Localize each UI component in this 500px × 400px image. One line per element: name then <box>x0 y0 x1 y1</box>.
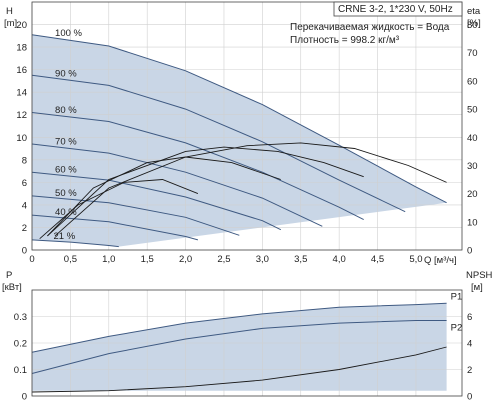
x-tick-label: 2,5 <box>217 254 230 265</box>
y-tick-label: 14 <box>16 88 27 99</box>
top-plot-frame <box>31 1 463 251</box>
model-label-box <box>333 1 463 17</box>
y-tick-label: 18 <box>16 43 27 54</box>
speed-label: 60 % <box>55 165 77 176</box>
y2-tick-label: 30 <box>467 161 478 172</box>
efficiency-curves <box>39 142 447 240</box>
power-curve <box>31 320 447 374</box>
head-curve <box>31 171 282 231</box>
density-label: Плотность = 998.2 кг/м³ <box>290 35 400 46</box>
head-curve <box>31 195 240 236</box>
y2-tick-label: 60 <box>467 76 478 87</box>
y-tick-label: 10 <box>16 133 27 144</box>
x-tick-label: 5,0 <box>409 254 422 265</box>
y2-tick-label: 0 <box>467 246 472 257</box>
y-tick-label: 2 <box>22 223 27 234</box>
x-tick-label: 0,5 <box>64 254 77 265</box>
y-axis-title-power: P <box>6 270 12 281</box>
y-tick-label: 4 <box>22 200 27 211</box>
x-tick-label: 2,0 <box>179 254 192 265</box>
head-curve <box>31 239 119 248</box>
y-tick-label: 0.2 <box>14 339 27 350</box>
series-label: P2 <box>451 322 463 333</box>
y2-tick-label: 2 <box>467 365 472 376</box>
y-tick-label: 16 <box>16 65 27 76</box>
y2-axis-title-eta: eta <box>467 6 481 17</box>
y2-axis-unit-eta: [%] <box>467 18 481 29</box>
y2-tick-label: 40 <box>467 133 478 144</box>
efficiency-curve <box>54 142 447 237</box>
x-tick-label: 3,0 <box>256 254 269 265</box>
y-axis-unit-head: [m] <box>4 18 17 29</box>
y2-tick-label: 10 <box>467 217 478 228</box>
y-tick-label: 20 <box>16 20 27 31</box>
x-tick-label: 0 <box>29 254 34 265</box>
y-tick-label: 0.1 <box>14 365 27 376</box>
x-tick-label: 4,5 <box>371 254 384 265</box>
x-axis-title: Q [м³/ч] <box>424 255 457 266</box>
x-tick-label: 3,5 <box>294 254 307 265</box>
speed-label: 80 % <box>55 105 77 116</box>
model-label: CRNE 3-2, 1*230 V, 50Hz <box>338 4 453 15</box>
head-operating-envelope <box>32 34 447 247</box>
y-axis-unit-power: [кВт] <box>2 282 22 293</box>
speed-label: 21 % <box>54 231 76 242</box>
y2-axis-title-npsh: NPSH <box>466 270 493 281</box>
efficiency-curve <box>47 146 364 237</box>
x-tick-label: 4,0 <box>333 254 346 265</box>
x-tick-label: 1,0 <box>102 254 115 265</box>
speed-label: 40 % <box>55 207 77 218</box>
series-label: P1 <box>451 291 463 302</box>
bottom-plot-frame <box>31 289 463 397</box>
y-axis-title-head: H <box>6 6 13 17</box>
y2-tick-label: 20 <box>467 189 478 200</box>
power-curve <box>31 302 447 353</box>
axis-tick-labels: 0 0,5 1,0 1,5 2,0 2,5 3,0 3,5 4,0 4,5 5,0 0 2 4 6 8 10 12… <box>14 20 478 400</box>
efficiency-curve <box>47 156 281 237</box>
y2-axis-unit-npsh: [м] <box>471 282 483 293</box>
head-curve <box>31 214 199 241</box>
npsh-curves <box>31 346 447 393</box>
npsh-curve <box>31 346 447 393</box>
y-tick-label: 6 <box>22 178 27 189</box>
speed-labels: 100 % 90 % 80 % 70 % 60 % 50 % 40 % 21 % <box>54 28 83 242</box>
speed-label: 90 % <box>55 68 77 79</box>
x-tick-label: 1,5 <box>141 254 154 265</box>
y2-tick-label: 70 <box>467 48 478 59</box>
y-tick-label: 12 <box>16 110 27 121</box>
y-tick-label: 0 <box>22 392 27 400</box>
y2-tick-label: 4 <box>467 339 472 350</box>
y-tick-label: 8 <box>22 155 27 166</box>
speed-label: 70 % <box>55 137 77 148</box>
head-curve <box>31 143 323 227</box>
y2-tick-label: 50 <box>467 105 478 116</box>
head-curve <box>31 74 406 213</box>
y-tick-label: 0.3 <box>14 312 27 323</box>
head-curve <box>31 34 447 204</box>
y2-tick-label: 80 <box>467 20 478 31</box>
speed-label: 100 % <box>55 28 82 39</box>
speed-label: 50 % <box>55 188 77 199</box>
efficiency-curve <box>39 179 199 240</box>
y-tick-label: 0 <box>22 246 27 257</box>
y2-tick-label: 6 <box>467 312 472 323</box>
head-curve <box>31 112 364 221</box>
liquid-label: Перекачиваемая жидкость = Вода <box>290 22 450 33</box>
y2-tick-label: 0 <box>467 392 472 400</box>
power-curves <box>31 302 447 374</box>
head-curves <box>31 34 447 248</box>
power-series-labels: P1 P2 <box>451 291 463 333</box>
